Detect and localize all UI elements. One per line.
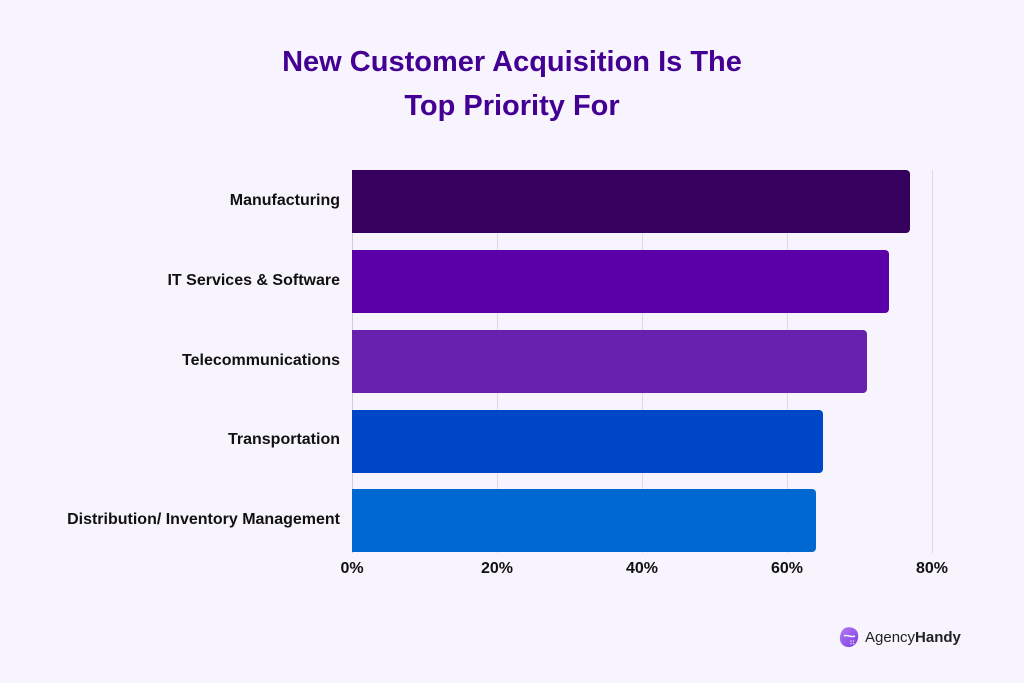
agencyhandy-logo-icon (839, 627, 859, 648)
chart-title: New Customer Acquisition Is The Top Prio… (0, 40, 1024, 128)
category-label-it-services: IT Services & Software (167, 272, 340, 289)
gridline-80 (932, 170, 933, 553)
bar-it-services-software (352, 250, 889, 313)
bar-telecommunications (352, 330, 867, 393)
category-label-manufacturing: Manufacturing (229, 192, 340, 209)
x-tick-60: 60% (770, 560, 804, 577)
x-tick-40: 40% (625, 560, 659, 577)
category-label-transportation: Transportation (227, 431, 340, 448)
chart-title-line-1: New Customer Acquisition Is The (282, 46, 742, 78)
x-tick-80: 80% (915, 560, 949, 577)
bar-manufacturing (352, 170, 911, 233)
x-tick-0: 0% (340, 560, 364, 577)
category-label-telecommunications: Telecommunications (182, 352, 340, 369)
x-tick-20: 20% (480, 560, 514, 577)
brand-logo: AgencyHandy (838, 626, 961, 648)
bar-distribution-inventory (352, 489, 816, 552)
bar-transportation (352, 410, 824, 473)
chart-title-line-2: Top Priority For (404, 90, 620, 122)
plot-area (352, 170, 933, 553)
brand-name: AgencyHandy (865, 628, 961, 646)
category-label-distribution: Distribution/ Inventory Management (67, 511, 340, 528)
